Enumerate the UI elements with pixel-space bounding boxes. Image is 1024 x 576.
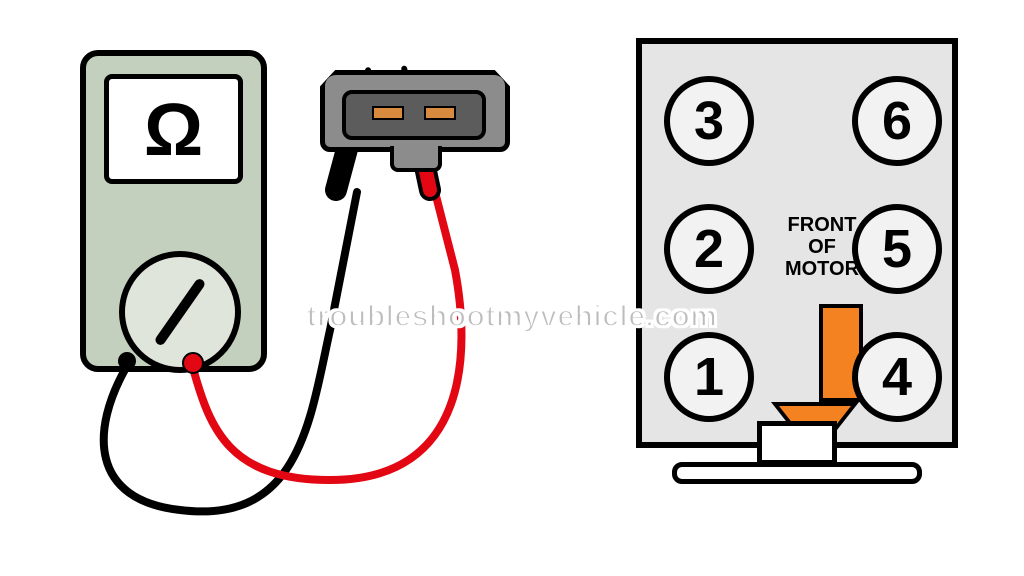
connector-pin-2 [424,106,456,120]
meter-display: Ω [104,74,243,184]
jack-black [118,352,136,370]
multimeter: Ω [80,50,267,372]
ohm-symbol: Ω [144,87,203,172]
engine-block: FRONT OF MOTOR 123456 [636,38,958,448]
cylinder-6: 6 [852,76,942,166]
connector-pin-1 [372,106,404,120]
cylinder-4: 4 [852,332,942,422]
cylinder-2: 2 [664,204,754,294]
cylinder-5: 5 [852,204,942,294]
jack-red [182,352,204,374]
meter-dial [119,251,241,373]
cylinder-3: 3 [664,76,754,166]
coil-connector [320,70,500,165]
fan-icon [672,421,922,484]
cylinder-1: 1 [664,332,754,422]
